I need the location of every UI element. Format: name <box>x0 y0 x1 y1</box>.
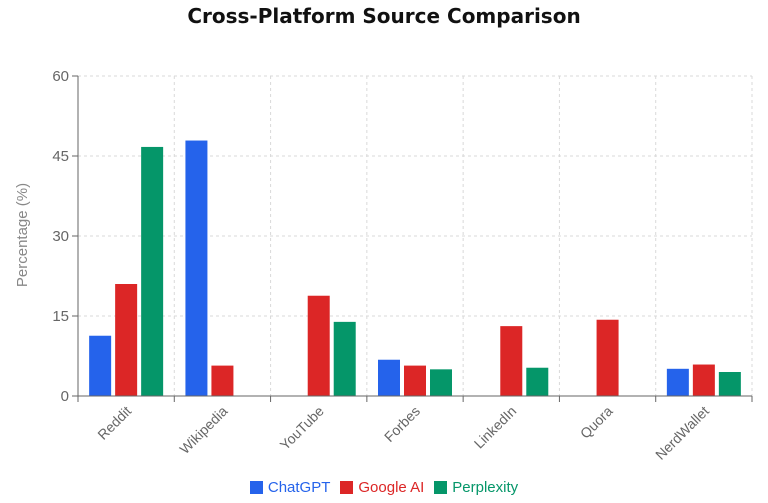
y-tick-labels: 0 15 30 45 60 <box>52 68 69 405</box>
y-tick-label: 60 <box>52 68 69 85</box>
legend-item[interactable]: Perplexity <box>434 479 518 496</box>
y-axis-label: Percentage (%) <box>14 183 31 287</box>
x-tick-label: Reddit <box>94 403 134 443</box>
legend-swatch <box>249 481 263 494</box>
bar-perplexity-forbes <box>430 369 452 396</box>
y-tick-label: 0 <box>61 388 69 405</box>
x-tick-label: Wikipedia <box>176 403 230 457</box>
bar-google-ai-quora <box>596 319 619 396</box>
chart-title: Cross-Platform Source Comparison <box>187 4 581 28</box>
legend-item[interactable]: ChatGPT <box>249 479 331 496</box>
bar-google-ai-reddit <box>115 284 138 396</box>
bar-perplexity-youtube <box>333 321 356 396</box>
bar-perplexity-reddit <box>141 146 164 396</box>
gridlines <box>78 75 753 396</box>
legend-swatch <box>340 481 354 494</box>
bar-chart: 0 15 30 45 60 Reddit Wikipedia YouTube Forbes Li… <box>14 68 753 463</box>
legend-label: Perplexity <box>452 479 519 496</box>
x-tick-label: Forbes <box>381 403 423 445</box>
bar-google-ai-linkedin <box>500 326 523 396</box>
bar-google-ai-nerdwallet <box>692 364 715 396</box>
x-tick-labels: Reddit Wikipedia YouTube Forbes LinkedIn Quor… <box>94 403 712 463</box>
bars <box>89 140 741 396</box>
bar-chatgpt-reddit <box>89 335 112 396</box>
legend-label: Google AI <box>358 479 425 496</box>
bar-chatgpt-wikipedia <box>185 140 208 396</box>
axes <box>72 75 753 402</box>
legend-item[interactable]: Google AI <box>340 479 424 496</box>
bar-chatgpt-nerdwallet <box>666 368 689 396</box>
bar-google-ai-wikipedia <box>211 365 234 396</box>
y-tick-label: 45 <box>52 148 69 165</box>
y-tick-label: 30 <box>52 228 69 245</box>
x-tick-label: Quora <box>577 403 616 442</box>
x-tick-label: YouTube <box>277 403 327 453</box>
legend-swatch <box>434 481 448 494</box>
bar-chatgpt-forbes <box>378 359 400 396</box>
x-tick-label: LinkedIn <box>471 403 520 452</box>
bar-perplexity-nerdwallet <box>718 372 741 396</box>
bar-google-ai-youtube <box>307 295 330 396</box>
bar-google-ai-forbes <box>404 365 426 396</box>
x-tick-label: NerdWallet <box>652 403 712 463</box>
bar-perplexity-linkedin <box>526 367 549 396</box>
legend-label: ChatGPT <box>267 479 331 496</box>
y-tick-label: 15 <box>52 308 69 325</box>
legend: ChatGPT Google AI Perplexity <box>0 479 768 496</box>
